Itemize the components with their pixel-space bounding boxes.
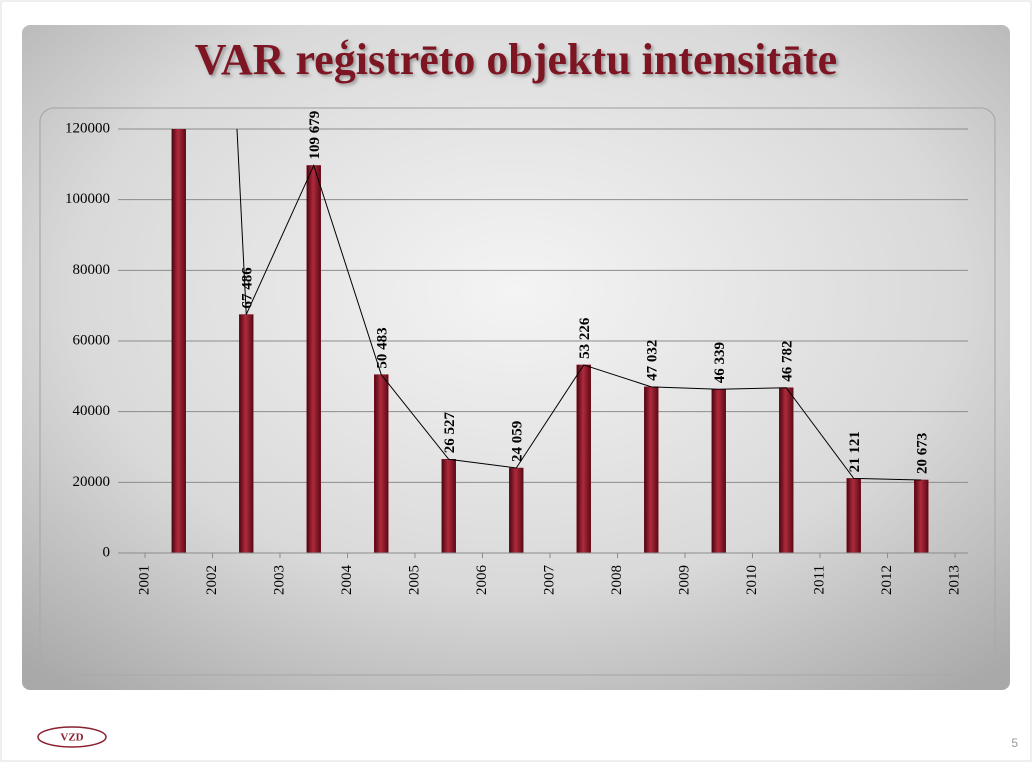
y-tick-label: 20000 [73, 474, 111, 490]
bar [509, 467, 524, 553]
value-label: 21 121 [847, 431, 863, 472]
y-tick-label: 40000 [73, 403, 111, 419]
value-label: 47 032 [645, 340, 661, 381]
y-tick-label: 0 [103, 544, 111, 560]
bar [171, 129, 186, 553]
plot-frame [39, 107, 996, 676]
bar [441, 459, 456, 553]
value-label: 109 679 [307, 111, 323, 160]
y-tick-label: 60000 [73, 332, 111, 348]
x-tick-label: 2002 [204, 565, 220, 595]
x-tick-label: 2007 [541, 565, 557, 596]
x-tick-label: 2006 [474, 565, 490, 596]
x-tick-label: 2010 [744, 565, 760, 595]
y-tick-label: 80000 [73, 262, 111, 278]
page-number: 5 [1011, 736, 1018, 750]
bar [914, 479, 929, 553]
x-tick-label: 2003 [271, 565, 287, 595]
x-tick-label: 2001 [136, 565, 152, 595]
value-label: 46 782 [780, 340, 796, 381]
x-tick-label: 2011 [811, 565, 827, 594]
value-label: 26 527 [442, 412, 458, 454]
value-label: 46 339 [712, 342, 728, 383]
x-tick-label: 2013 [946, 565, 962, 595]
bar [644, 386, 659, 553]
panel [22, 25, 1010, 690]
value-label: 20 673 [915, 433, 931, 474]
bar [779, 387, 794, 553]
x-tick-label: 2008 [609, 565, 625, 595]
value-label: 67 486 [240, 267, 256, 309]
bar [239, 314, 254, 553]
trend-line [236, 129, 922, 481]
bar [846, 478, 861, 553]
value-label: 50 483 [375, 327, 391, 368]
bar [374, 374, 389, 553]
chart-title: VAR reģistrēto objektu intensitāte [195, 35, 837, 84]
plot [171, 129, 929, 553]
x-tick-label: 2012 [879, 565, 895, 595]
x-tick-label: 2009 [676, 565, 692, 595]
bar [306, 165, 321, 553]
value-label: 24 059 [510, 421, 526, 462]
bar [576, 364, 591, 553]
logo-text: VZD [60, 732, 83, 744]
x-tick-label: 2004 [339, 565, 355, 596]
logo: VZD [37, 726, 107, 748]
value-label: 53 226 [577, 317, 593, 359]
bar [711, 389, 726, 553]
x-tick-label: 2005 [406, 565, 422, 595]
y-tick-label: 100000 [65, 191, 110, 207]
y-tick-label: 120000 [65, 120, 110, 136]
